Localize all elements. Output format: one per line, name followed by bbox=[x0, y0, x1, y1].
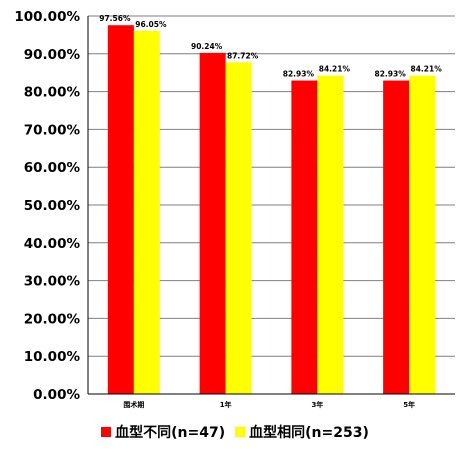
data-labels: 97.56% 96.05% 90.24% 87.72% 82.93% 84.21% 82.9… bbox=[99, 14, 442, 78]
legend-item-series-1: 血型不同(n=47) bbox=[101, 422, 225, 442]
bar bbox=[199, 52, 226, 395]
x-axis: 围术期 1年 3年 5年 bbox=[87, 16, 455, 409]
y-axis: 0.00% 10.00% 20.00% 30.00% 40.00% 50.00% 60.00… bbox=[14, 9, 80, 403]
y-tick-label: 90.00% bbox=[24, 47, 81, 63]
x-tick-label: 5年 bbox=[403, 400, 415, 409]
data-label: 82.93% bbox=[375, 70, 407, 79]
y-tick-label: 10.00% bbox=[24, 349, 81, 365]
bar bbox=[383, 80, 410, 394]
legend-label-series-2: 血型相同(n=253) bbox=[249, 425, 369, 441]
data-label: 90.24% bbox=[191, 42, 223, 51]
y-tick-label: 80.00% bbox=[24, 85, 81, 101]
x-tick-label: 围术期 bbox=[123, 400, 144, 409]
data-label: 84.21% bbox=[319, 65, 351, 74]
legend-label-series-1: 血型不同(n=47) bbox=[115, 425, 226, 441]
y-tick-label: 20.00% bbox=[24, 311, 81, 327]
data-label: 82.93% bbox=[283, 70, 315, 79]
x-tick-label: 1年 bbox=[220, 400, 232, 409]
y-tick-label: 70.00% bbox=[24, 122, 81, 138]
bar bbox=[107, 25, 134, 394]
bar bbox=[133, 30, 160, 394]
legend: 血型不同(n=47) 血型相同(n=253) bbox=[0, 422, 470, 442]
legend-item-series-2: 血型相同(n=253) bbox=[235, 422, 369, 442]
bar bbox=[317, 75, 344, 394]
data-label: 96.05% bbox=[135, 20, 167, 29]
y-tick-label: 50.00% bbox=[24, 198, 81, 214]
y-tick-label: 30.00% bbox=[24, 274, 81, 290]
bar bbox=[225, 62, 252, 395]
data-label: 84.21% bbox=[411, 65, 443, 74]
y-tick-label: 0.00% bbox=[33, 387, 80, 403]
x-tick-label: 3年 bbox=[311, 400, 323, 409]
y-tick-label: 40.00% bbox=[24, 236, 81, 252]
bar bbox=[291, 80, 318, 394]
data-label: 97.56% bbox=[99, 14, 131, 23]
legend-swatch-red bbox=[101, 427, 112, 437]
y-tick-label: 60.00% bbox=[24, 160, 81, 176]
data-label: 87.72% bbox=[227, 51, 259, 60]
bars bbox=[107, 25, 436, 395]
y-tick-label: 100.00% bbox=[14, 9, 80, 25]
legend-swatch-yellow bbox=[235, 427, 246, 437]
bar bbox=[409, 75, 436, 394]
